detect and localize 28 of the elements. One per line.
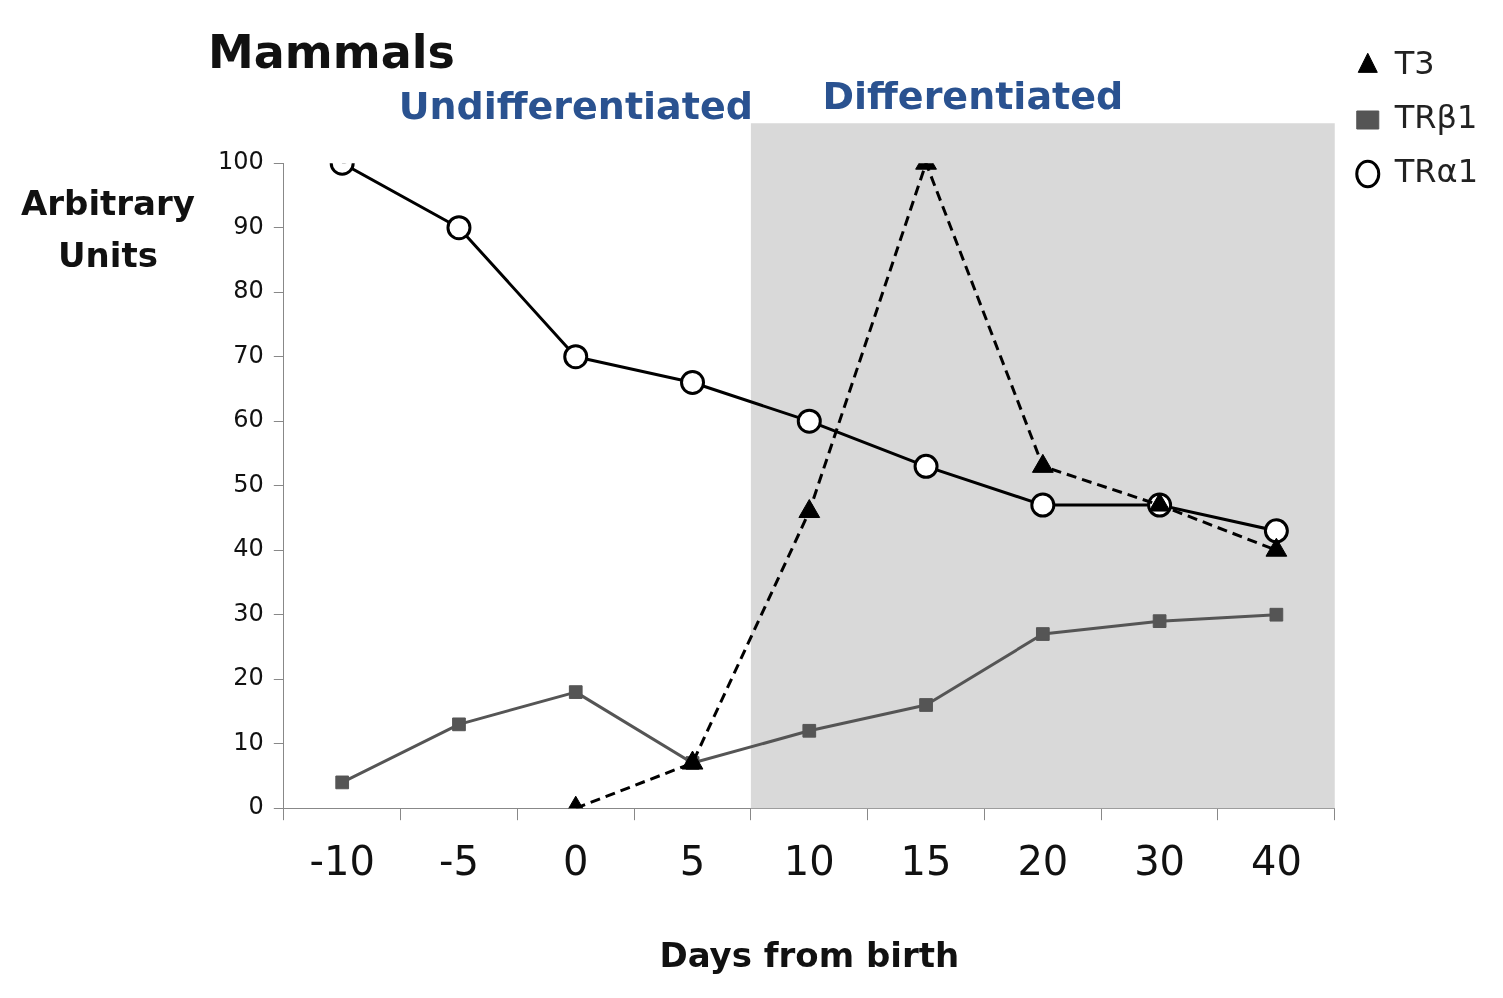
legend-label: TRα1 <box>1393 152 1478 191</box>
band-label: Differentiated <box>822 74 1124 119</box>
y-tick-label: 60 <box>233 405 264 434</box>
y-tick-label: 0 <box>248 792 264 821</box>
x-tick-label: -10 <box>309 837 375 884</box>
y-axis-title: Arbitrary Units <box>21 183 195 276</box>
y-tick-label: 90 <box>233 211 264 240</box>
y-tick-label: 10 <box>233 727 264 756</box>
y-tick-label: 50 <box>233 469 264 498</box>
y-tick-label: 80 <box>233 276 264 305</box>
x-axis-title: Days from birth <box>659 935 960 976</box>
legend-label: TRβ1 <box>1393 98 1478 137</box>
x-tick-label: 10 <box>783 837 835 884</box>
x-tick-label: 15 <box>900 837 952 884</box>
x-tick-label: 0 <box>563 837 589 884</box>
y-tick-label: 100 <box>218 147 264 176</box>
chart-title: Mammals <box>208 24 455 79</box>
x-tick-label: 5 <box>679 837 706 884</box>
y-tick-label: 40 <box>233 534 264 563</box>
x-tick-label: 30 <box>1134 837 1186 884</box>
text: Undifferentiated <box>398 84 753 129</box>
x-tick-label: 20 <box>1017 837 1069 884</box>
legend-label: T3 <box>1393 44 1435 83</box>
y-tick-label: 30 <box>233 598 264 627</box>
x-tick-label: -5 <box>439 837 479 884</box>
y-tick-label: 20 <box>233 663 264 692</box>
x-tick-label: 40 <box>1250 837 1302 884</box>
y-tick-label: 70 <box>233 340 264 369</box>
